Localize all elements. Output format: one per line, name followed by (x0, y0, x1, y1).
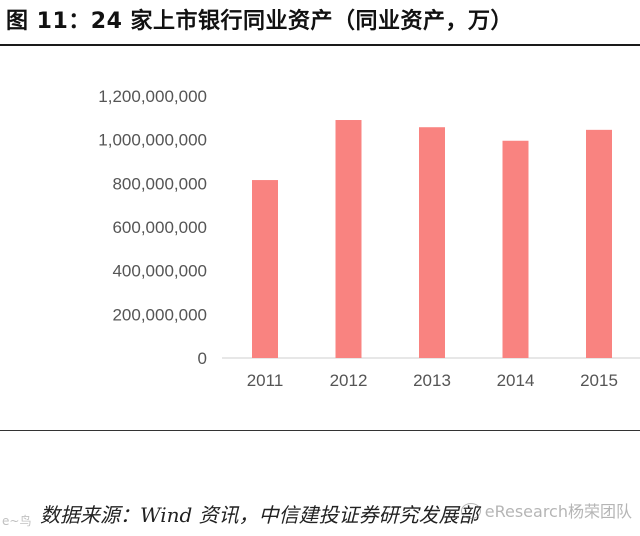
watermark-label: eResearch杨荣团队 (484, 502, 632, 521)
watermark: eResearch杨荣团队 (460, 498, 632, 522)
watermark-left: e~鸟 (2, 514, 32, 528)
y-tick-label: 400,000,000 (112, 262, 207, 281)
y-tick-label: 1,000,000,000 (98, 131, 207, 150)
wechat-icon (460, 503, 481, 519)
x-tick-label: 2015 (580, 371, 618, 390)
x-tick-label: 2013 (413, 371, 451, 390)
bar-2015 (586, 129, 612, 358)
bar-2013 (419, 127, 445, 358)
source-note: 数据来源：Wind 资讯，中信建投证券研究发展部 (40, 503, 479, 527)
x-tick-label: 2014 (497, 371, 535, 390)
bar-2012 (335, 120, 362, 358)
x-tick-label: 2012 (330, 371, 368, 390)
y-tick-label: 1,200,000,000 (98, 87, 207, 106)
title-divider (0, 44, 640, 46)
figure-title: 图 11：24 家上市银行同业资产（同业资产，万） (6, 9, 514, 34)
bar-chart: 0 200,000,000 400,000,000 600,000,000 800,00… (98, 87, 640, 390)
y-tick-label: 200,000,000 (112, 305, 207, 324)
y-tick-label: 600,000,000 (112, 218, 207, 237)
x-tick-label: 2011 (247, 371, 284, 390)
bar-2011 (252, 180, 278, 358)
y-tick-label: 0 (198, 349, 207, 368)
bar-2014 (502, 140, 529, 358)
y-tick-label: 800,000,000 (112, 174, 207, 193)
bottom-divider (0, 430, 640, 431)
